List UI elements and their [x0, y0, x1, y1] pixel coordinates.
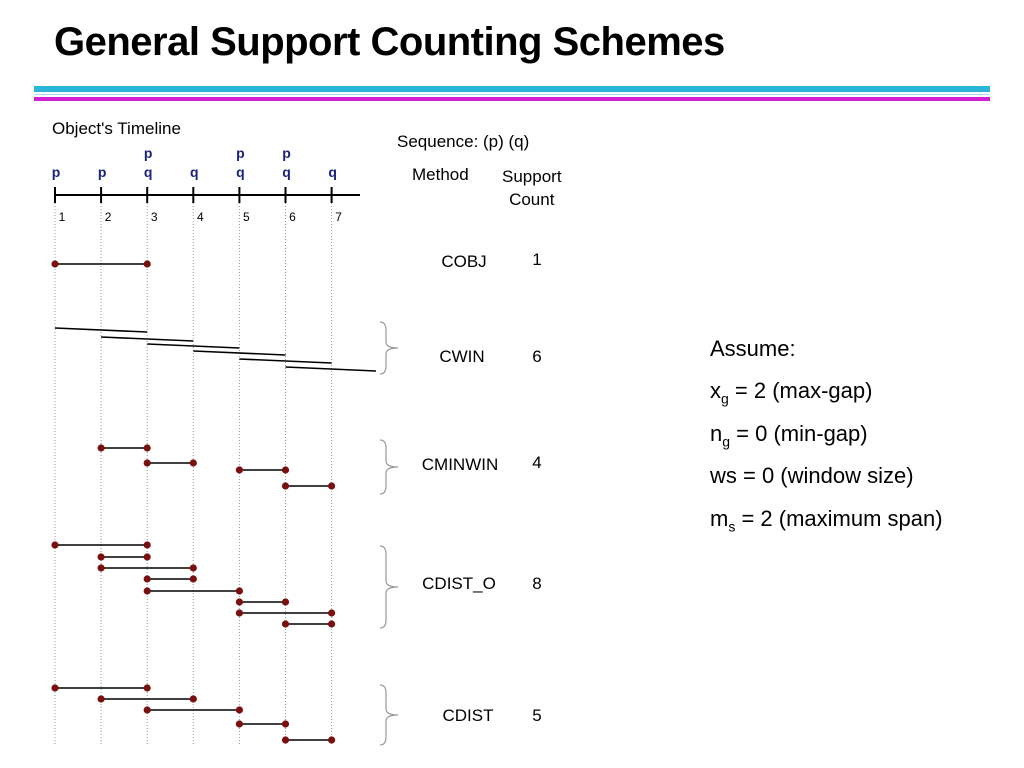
cminwin-brace — [379, 439, 399, 495]
tick-number-6: 6 — [289, 210, 296, 224]
cdist-o-occurrence-1-dot-start — [51, 541, 59, 549]
method-cwin: CWIN — [439, 347, 485, 366]
cdist-o-occurrence-1-dot-end — [143, 541, 151, 549]
cdist-o-occurrence-7-dot-start — [235, 609, 243, 617]
cdist-occurrence-4-dot-start — [235, 720, 243, 728]
cdist-occurrence-1-dot-end — [143, 684, 151, 692]
event-top-3: p — [143, 145, 153, 161]
tick-number-3: 3 — [150, 210, 158, 224]
cminwin-occurrence-2-dot-start — [143, 459, 151, 467]
cminwin-occurrence-2-dot-end — [189, 459, 197, 467]
assume-heading: Assume: — [710, 336, 796, 361]
cdist-occurrence-4-dot-end — [281, 720, 290, 728]
cminwin-occurrence-1-dot-end — [143, 444, 151, 452]
cdist-occurrence-2-dot-start — [97, 695, 105, 703]
cdist-occurrence-5-dot-start — [281, 736, 290, 744]
method-header: Method — [412, 165, 469, 184]
cminwin-occurrence-3-dot-end — [281, 466, 290, 474]
tick-number-7: 7 — [335, 210, 342, 224]
cdist-o-occurrence-7-dot-end — [328, 609, 336, 617]
assume-window-size: ws = 0 (window size) — [710, 463, 914, 488]
cwin-window-1 — [54, 327, 148, 333]
cwin-brace — [379, 321, 399, 375]
cdist-occurrence-5-dot-end — [328, 736, 336, 744]
event-bottom-5: q — [236, 164, 245, 180]
cdist-o-occurrence-4-dot-start — [143, 575, 151, 583]
support-header: Support Count — [502, 165, 562, 211]
cobj-occurrence-1-dot-start — [51, 260, 59, 268]
cminwin-occurrence-3-dot-start — [235, 466, 243, 474]
support-header-line2: Count — [509, 190, 555, 209]
title-rule-magenta — [34, 97, 990, 101]
title-rule-cyan — [34, 86, 990, 92]
cdist-o-occurrence-3-dot-start — [97, 564, 105, 572]
tick-number-1: 1 — [58, 210, 66, 224]
cdist-o-occurrence-8-dot-start — [281, 620, 290, 628]
event-bottom-6: q — [282, 164, 291, 180]
event-bottom-2: p — [97, 164, 107, 180]
method-cobj: COBJ — [441, 252, 487, 271]
cdist-o-occurrence-3-dot-end — [189, 564, 197, 572]
page-title: General Support Counting Schemes — [54, 20, 725, 64]
assume-max-gap: xg = 2 (max-gap) — [710, 378, 873, 407]
assume-min-gap: ng = 0 (min-gap) — [710, 421, 868, 450]
title-rule-thin — [34, 94, 990, 95]
count-cdist-o: 8 — [532, 574, 542, 593]
cdist-o-brace — [379, 545, 399, 629]
count-cminwin: 4 — [532, 453, 542, 472]
count-cobj: 1 — [532, 250, 542, 269]
cminwin-occurrence-4-dot-start — [281, 482, 290, 490]
cdist-o-occurrence-4-dot-end — [189, 575, 197, 583]
cobj-occurrence-1-dot-end — [143, 260, 151, 268]
cdist-o-occurrence-5-dot-start — [143, 587, 151, 595]
method-cdist: CDIST — [442, 706, 494, 725]
cwin-window-5 — [239, 358, 332, 364]
event-bottom-4: q — [190, 164, 199, 180]
cdist-o-occurrence-6-dot-end — [281, 598, 290, 606]
event-bottom-7: q — [328, 164, 337, 180]
timeline-label: Object's Timeline — [52, 119, 181, 138]
method-cminwin: CMINWIN — [421, 455, 499, 474]
tick-number-5: 5 — [243, 210, 250, 224]
cdist-occurrence-2-dot-end — [189, 695, 197, 703]
cdist-o-occurrence-8-dot-end — [328, 620, 336, 628]
count-cwin: 6 — [532, 347, 542, 366]
count-cdist: 5 — [532, 706, 542, 725]
cminwin-occurrence-4-dot-end — [328, 482, 336, 490]
cdist-o-occurrence-2-dot-end — [143, 553, 151, 561]
cdist-occurrence-3-dot-start — [143, 706, 151, 714]
cwin-window-2 — [101, 336, 194, 342]
cwin-window-6 — [285, 366, 377, 372]
cdist-brace — [379, 684, 399, 746]
event-bottom-1: p — [51, 164, 61, 180]
tick-number-4: 4 — [196, 210, 204, 224]
cdist-occurrence-1-dot-start — [51, 684, 59, 692]
event-bottom-3: q — [143, 164, 153, 180]
cwin-window-3 — [147, 343, 240, 349]
cdist-o-occurrence-5-dot-end — [235, 587, 243, 595]
cdist-o-occurrence-2-dot-start — [97, 553, 105, 561]
tick-number-2: 2 — [104, 210, 112, 224]
cminwin-occurrence-1-dot-start — [97, 444, 105, 452]
event-top-6: p — [282, 145, 291, 161]
cwin-window-4 — [193, 350, 286, 356]
cdist-o-occurrence-6-dot-start — [235, 598, 243, 606]
sequence-label: Sequence: (p) (q) — [397, 132, 530, 151]
cdist-occurrence-3-dot-end — [235, 706, 243, 714]
event-top-5: p — [236, 145, 245, 161]
support-header-line1: Support — [502, 167, 562, 186]
assume-max-span: ms = 2 (maximum span) — [710, 506, 943, 535]
method-cdist-o: CDIST_O — [422, 574, 496, 593]
